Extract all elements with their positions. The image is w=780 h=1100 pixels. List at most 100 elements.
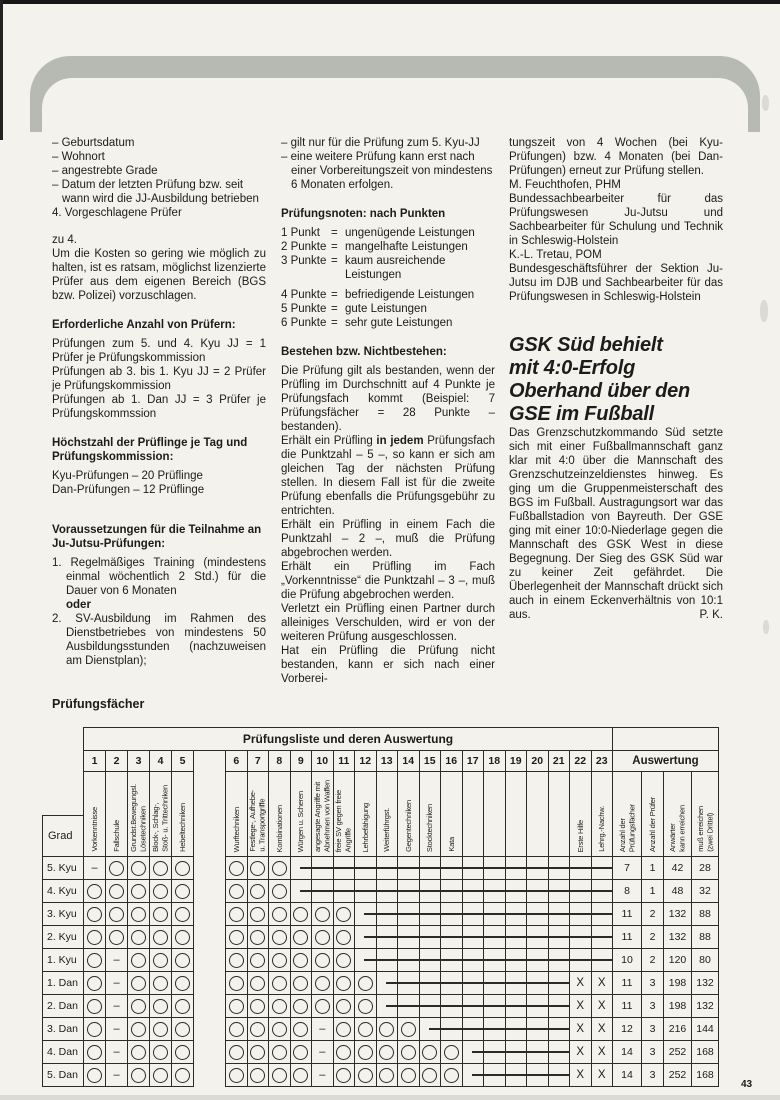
continuation-line [548, 913, 569, 915]
dash-mark: – [106, 949, 128, 972]
circle-mark [250, 1067, 266, 1083]
circle-mark [131, 860, 146, 876]
result-cell [548, 949, 570, 972]
continuation-line [462, 913, 483, 915]
column-label [548, 772, 570, 857]
result-cell [376, 949, 398, 972]
column-number: 14 [398, 750, 420, 772]
column-label: Stocktechniken [419, 772, 441, 857]
result-cell [441, 1041, 463, 1064]
result-cell [376, 972, 398, 995]
circle-mark [336, 1067, 352, 1083]
auswertung-value: 3 [642, 995, 664, 1018]
circle-mark [293, 1021, 309, 1037]
column-number: 1 [84, 750, 106, 772]
equals-sign: = [331, 241, 338, 253]
result-cell [226, 995, 248, 1018]
result-cell [172, 1041, 194, 1064]
result-cell [84, 1041, 106, 1064]
result-cell [290, 880, 312, 903]
grade-row-label: 2. Kyu [42, 926, 84, 949]
column-label-text: Fallschule [111, 820, 121, 852]
circle-mark [422, 1044, 438, 1060]
list-item: Wohnort [52, 150, 266, 164]
result-cell [376, 995, 398, 1018]
circle-mark [131, 1021, 146, 1037]
result-cell [419, 1064, 441, 1087]
circle-mark [228, 929, 244, 945]
result-cell [376, 1064, 398, 1087]
result-cell [106, 926, 128, 949]
result-cell [128, 995, 150, 1018]
auswertung-value: 132 [664, 926, 692, 949]
circle-mark [109, 860, 124, 876]
result-cell [84, 880, 106, 903]
points-text: ungenügende Leistungen [345, 227, 475, 239]
circle-mark [228, 906, 244, 922]
auswertung-value: 216 [664, 1018, 692, 1041]
result-cell [462, 926, 484, 949]
result-cell [172, 903, 194, 926]
result-cell [226, 880, 248, 903]
x-mark: X [570, 972, 592, 995]
column-number: 4 [150, 750, 172, 772]
column-label: Erste Hilfe [570, 772, 592, 857]
column-label [505, 772, 527, 857]
auswertung-band-box [613, 727, 719, 751]
result-cell [527, 972, 549, 995]
column-number: 5 [172, 750, 194, 772]
circle-mark [314, 952, 330, 968]
auswertung-value: 1 [642, 857, 664, 880]
result-cell [150, 880, 172, 903]
x-mark: X [570, 995, 592, 1018]
circle-mark [228, 860, 244, 876]
auswertung-value: 14 [613, 1064, 642, 1087]
result-cell [226, 1064, 248, 1087]
continuation-line [441, 936, 462, 938]
x-mark: X [591, 1064, 613, 1087]
result-cell [312, 903, 334, 926]
result-cell [247, 995, 269, 1018]
circle-mark [314, 906, 330, 922]
result-cell [333, 1018, 355, 1041]
column-label: Weiterführgst. [376, 772, 398, 857]
result-cell [290, 949, 312, 972]
continuation-line [527, 1051, 548, 1053]
circle-mark [293, 952, 309, 968]
result-cell [247, 880, 269, 903]
circle-mark [250, 883, 266, 899]
continuation-line [505, 1028, 526, 1030]
circle-mark [228, 883, 244, 899]
result-cell [269, 972, 291, 995]
column-label-text: Gegentechniken [403, 800, 413, 852]
circle-mark [228, 1044, 244, 1060]
circle-mark [379, 1044, 395, 1060]
result-cell [247, 926, 269, 949]
circle-mark [153, 929, 168, 945]
column-label-text: muß erreichen (zwei Drittel) [695, 806, 715, 852]
signature-name: K.-L. Tretau, POM [509, 249, 602, 261]
continuation-line [398, 890, 419, 892]
circle-mark [293, 929, 309, 945]
result-cell [527, 1041, 549, 1064]
result-cell [128, 1041, 150, 1064]
continuation-line [484, 936, 505, 938]
column-label: Anzahl der Prüfer [642, 772, 664, 857]
continuation-line [355, 890, 376, 892]
list-item: Geburtsdatum [52, 136, 266, 150]
grade-row-label: 1. Kyu [42, 949, 84, 972]
continuation-line [484, 1005, 505, 1007]
result-cell [355, 857, 377, 880]
result-cell [247, 857, 269, 880]
circle-mark [357, 1021, 373, 1037]
paragraph: Dan-Prüfungen – 12 Prüflinge [52, 484, 205, 496]
circle-mark [175, 860, 190, 876]
result-cell [290, 926, 312, 949]
column-number: 20 [527, 750, 549, 772]
paragraph: Verletzt ein Prüfling einen Partner durc… [281, 603, 495, 643]
column-label: Anwärter kann erreichen [664, 772, 692, 857]
circle-mark [357, 1067, 373, 1083]
continuation-line [548, 1074, 569, 1076]
result-cell [570, 880, 592, 903]
continuation-line [591, 867, 612, 869]
